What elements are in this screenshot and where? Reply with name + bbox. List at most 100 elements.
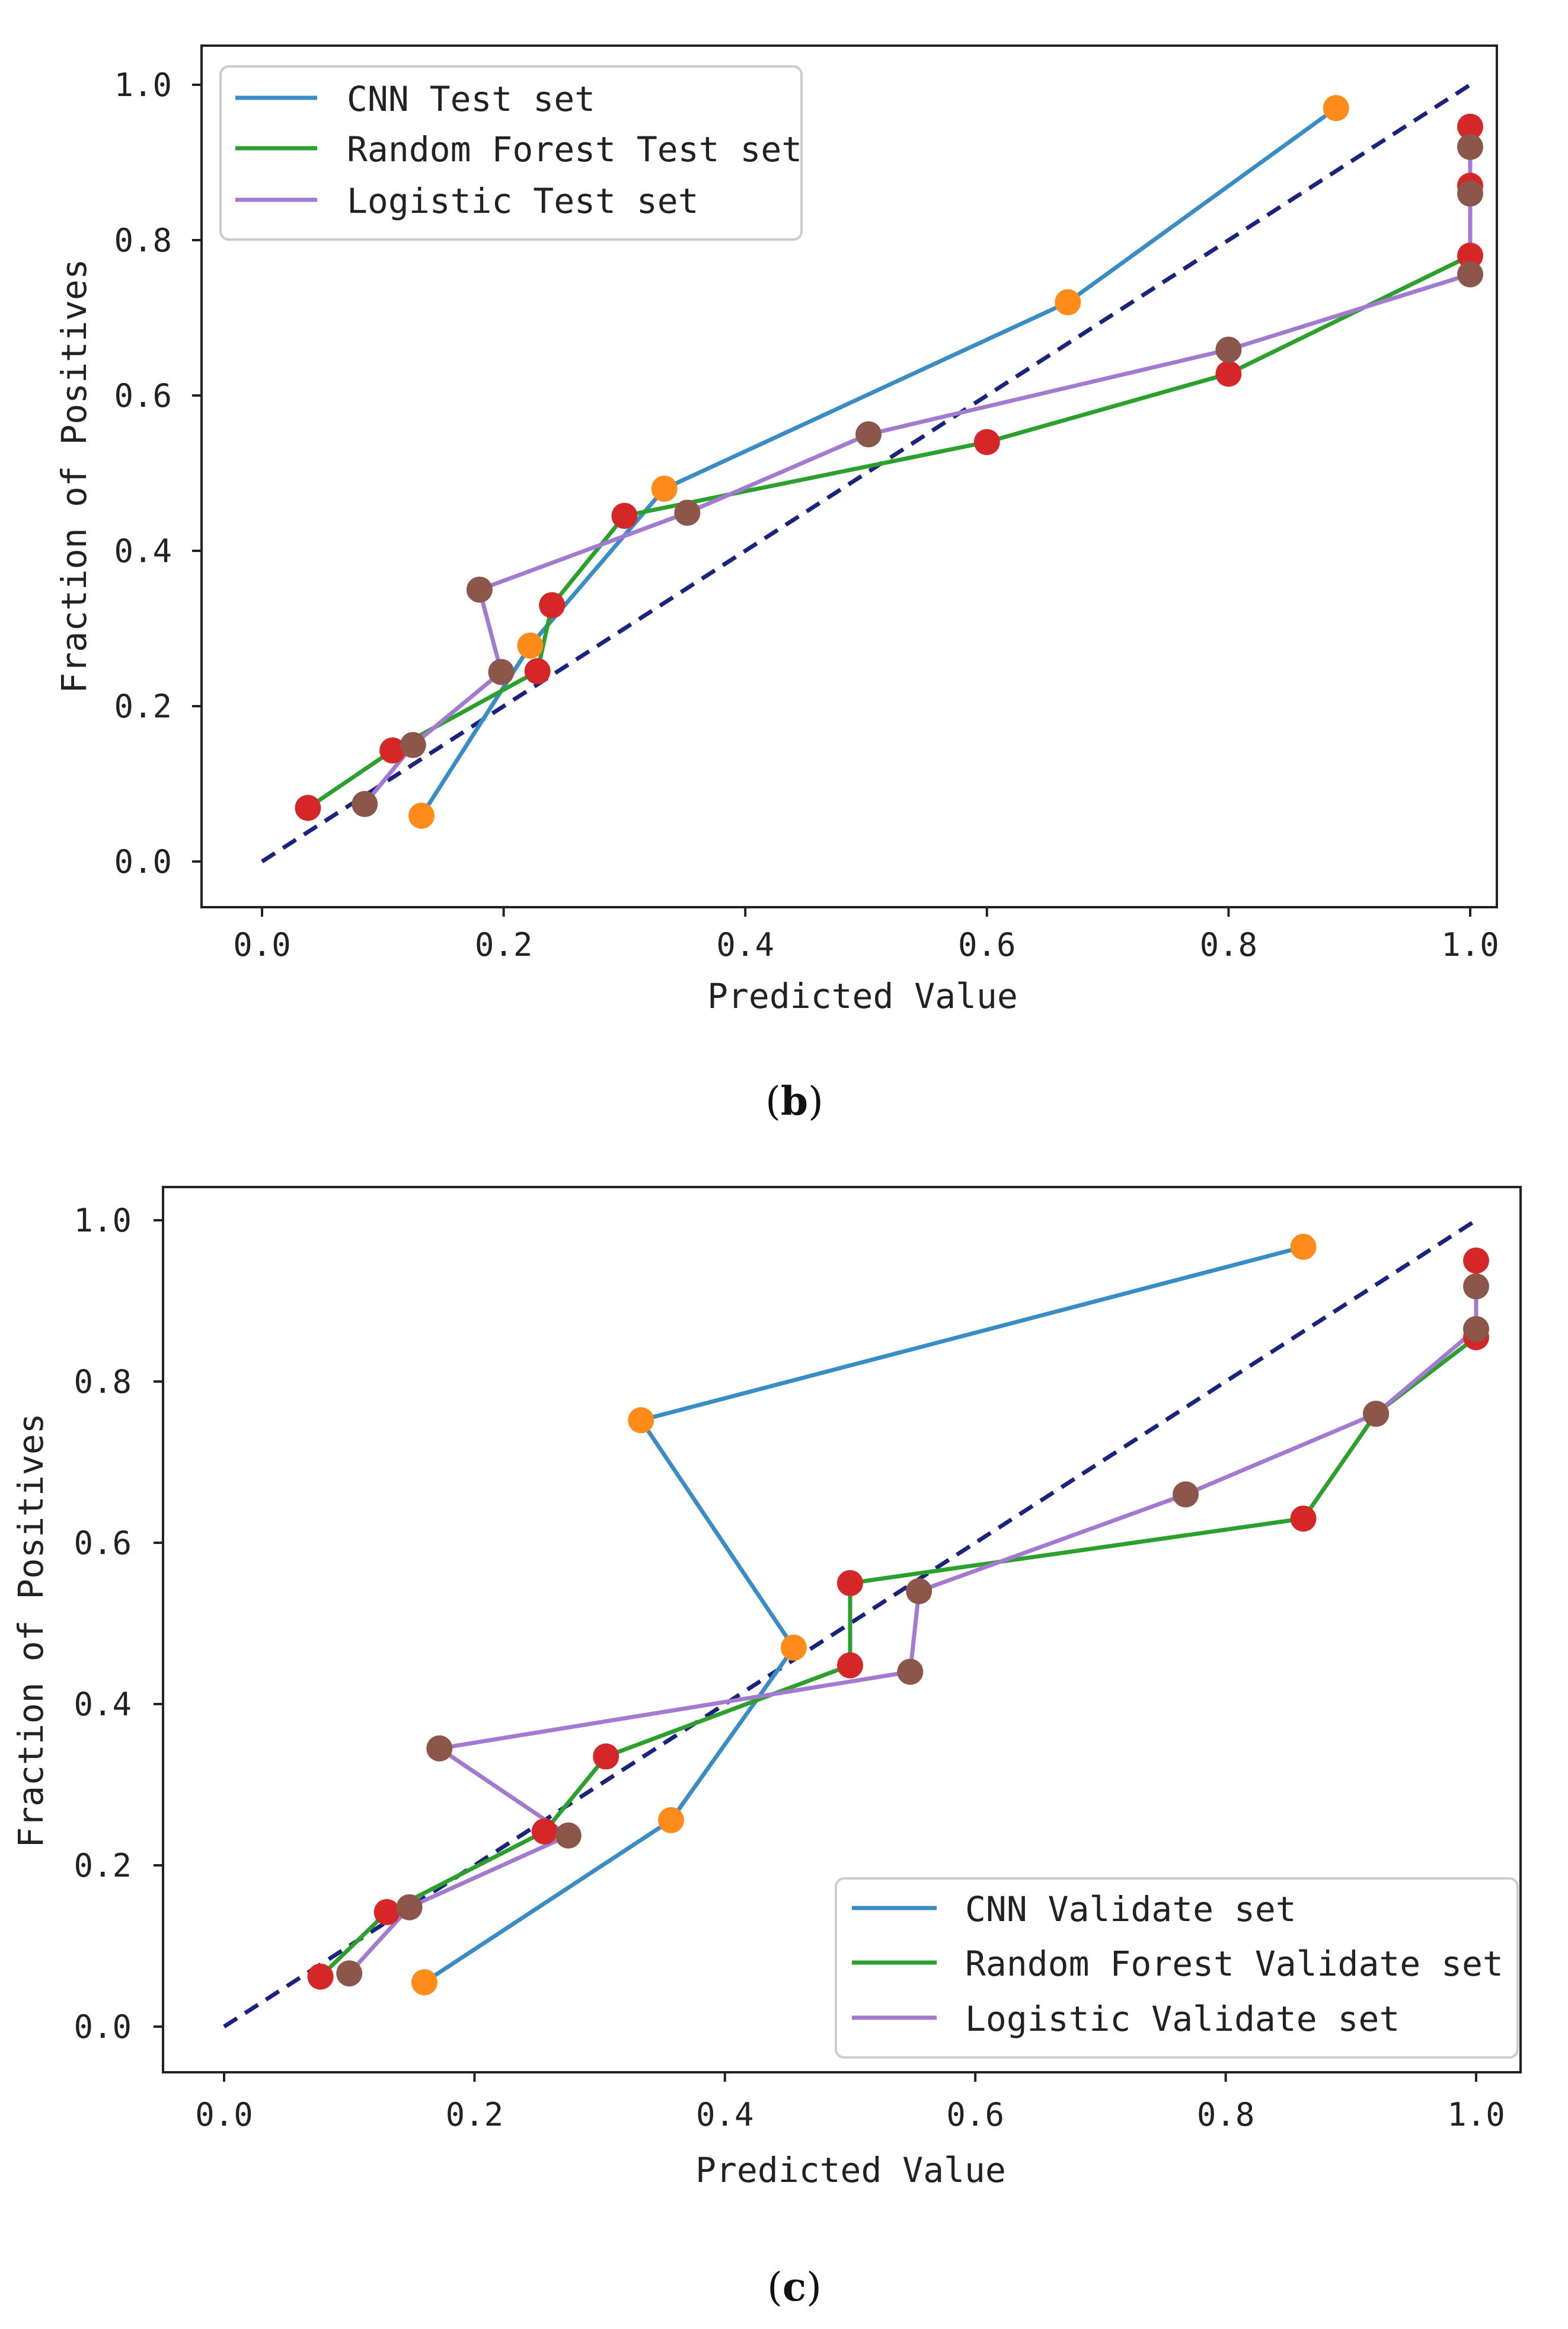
data-point-rf: [295, 795, 321, 821]
y-tick-label: 0.6: [114, 377, 172, 414]
x-tick-label: 0.8: [1200, 926, 1258, 963]
calibration-chart-validate-set: 0.0 0.2 0.4 0.6 0.8 1.0 0.0 0.2 0.4 0.6 0.8 1.0 Pr…: [11, 1186, 1522, 2310]
data-point-rf: [524, 658, 551, 685]
data-point-rf: [593, 1743, 619, 1770]
data-point-rf: [1457, 113, 1483, 140]
x-tick-label: 0.8: [1197, 2096, 1255, 2133]
plot-area-frame: [200, 44, 1498, 908]
y-tick-label: 0.2: [74, 1847, 132, 1884]
x-tick-label: 0.4: [696, 2096, 754, 2133]
x-tick-label: 0.2: [475, 926, 533, 963]
data-point-logistic: [1215, 336, 1242, 363]
data-point-cnn: [408, 802, 435, 829]
x-tick-label: 0.0: [195, 2096, 253, 2133]
y-tick-label: 0.8: [74, 1363, 132, 1400]
data-point-logistic: [336, 1960, 363, 1987]
data-point-logistic: [1463, 1273, 1489, 1300]
data-point-cnn: [628, 1407, 654, 1434]
data-point-logistic: [1457, 180, 1483, 207]
x-tick-label: 1.0: [1441, 926, 1499, 963]
axis-ticks: [192, 84, 1471, 917]
data-point-logistic: [1457, 133, 1483, 160]
data-point-logistic: [897, 1658, 924, 1685]
calibration-chart-test-set: 0.0 0.2 0.4 0.6 0.8 1.0 0.0 0.2 0.4 0.6 0.8 1.0 Pr…: [54, 44, 1499, 1124]
legend: CNN Test set Random Forest Test set Logi…: [219, 65, 803, 241]
data-point-cnn: [1290, 1233, 1317, 1260]
legend-label-rf: Random Forest Test set: [347, 129, 802, 170]
data-point-rf: [611, 503, 638, 529]
series-line-logistic: [347, 1286, 1478, 1975]
legend: CNN Validate set Random Forest Validate …: [835, 1877, 1519, 2059]
data-point-rf: [1457, 243, 1483, 269]
series-markers: [295, 95, 1483, 829]
data-point-logistic: [674, 499, 701, 526]
legend-label-cnn: CNN Test set: [347, 79, 595, 119]
legend-label-logistic: Logistic Validate set: [965, 1999, 1400, 2039]
data-point-rf: [837, 1570, 863, 1596]
x-tick-label: 0.0: [233, 926, 291, 963]
data-point-rf: [837, 1652, 863, 1679]
panel-c-letter: c: [783, 2264, 806, 2310]
data-point-rf: [531, 1818, 558, 1845]
data-point-rf: [379, 737, 406, 764]
x-axis-label: Predicted Value: [695, 2150, 1006, 2190]
data-point-logistic: [555, 1822, 582, 1849]
data-point-rf: [1215, 360, 1242, 387]
data-point-cnn: [411, 1969, 437, 1996]
y-tick-label: 1.0: [74, 1202, 132, 1239]
y-tick-labels: 0.0 0.2 0.4 0.6 0.8 1.0: [114, 66, 172, 880]
data-point-rf: [307, 1963, 334, 1990]
x-axis-label: Predicted Value: [707, 976, 1018, 1016]
data-point-logistic: [1457, 261, 1483, 288]
legend-label-cnn: CNN Validate set: [965, 1889, 1296, 1929]
data-point-rf: [973, 429, 1000, 455]
data-point-cnn: [1055, 289, 1081, 315]
panel-c-caption: (c): [767, 2264, 822, 2310]
panel-b-caption: (b): [765, 1078, 823, 1124]
x-tick-label: 0.6: [958, 926, 1016, 963]
data-point-rf: [539, 592, 566, 618]
data-point-logistic: [855, 421, 882, 448]
series-line-logistic: [363, 146, 1473, 806]
legend-box: [835, 1877, 1519, 2059]
y-tick-labels: 0.0 0.2 0.4 0.6 0.8 1.0: [74, 1202, 132, 2046]
data-point-cnn: [651, 476, 678, 502]
data-point-logistic: [906, 1578, 933, 1604]
data-point-cnn: [517, 632, 544, 659]
data-point-logistic: [400, 732, 426, 758]
y-axis-label: Fraction of Positives: [54, 259, 94, 693]
data-point-logistic: [1363, 1400, 1390, 1427]
data-point-logistic: [488, 659, 515, 685]
x-tick-labels: 0.0 0.2 0.4 0.6 0.8 1.0: [195, 2096, 1505, 2133]
perfect-calibration-line: [261, 83, 1471, 863]
panel-b-letter: b: [781, 1078, 808, 1124]
data-point-rf: [373, 1899, 400, 1925]
y-tick-label: 0.4: [114, 532, 172, 570]
legend-label-rf: Random Forest Validate set: [965, 1944, 1503, 1984]
y-tick-label: 0.8: [114, 222, 172, 259]
data-point-rf: [1290, 1505, 1317, 1532]
y-tick-label: 0.0: [114, 843, 172, 880]
x-tick-label: 0.6: [946, 2096, 1004, 2133]
plot-area-frame: [162, 1186, 1522, 2073]
data-point-logistic: [1463, 1316, 1489, 1342]
data-point-logistic: [396, 1894, 423, 1920]
data-point-logistic: [352, 791, 378, 818]
data-point-rf: [1463, 1248, 1489, 1274]
x-tick-labels: 0.0 0.2 0.4 0.6 0.8 1.0: [233, 926, 1499, 963]
data-point-cnn: [780, 1634, 807, 1661]
y-tick-label: 0.4: [74, 1686, 132, 1723]
y-tick-label: 0.0: [74, 2008, 132, 2046]
data-point-cnn: [1323, 95, 1349, 122]
data-point-logistic: [1173, 1481, 1199, 1508]
x-tick-label: 0.2: [446, 2096, 504, 2133]
legend-box: [219, 65, 803, 241]
y-axis-label: Fraction of Positives: [11, 1413, 51, 1848]
legend-label-logistic: Logistic Test set: [347, 181, 699, 221]
y-tick-label: 1.0: [114, 66, 172, 104]
series-line-rf: [319, 1261, 1478, 1979]
data-point-logistic: [426, 1735, 453, 1762]
x-tick-label: 1.0: [1447, 2096, 1505, 2133]
data-point-cnn: [657, 1807, 684, 1833]
